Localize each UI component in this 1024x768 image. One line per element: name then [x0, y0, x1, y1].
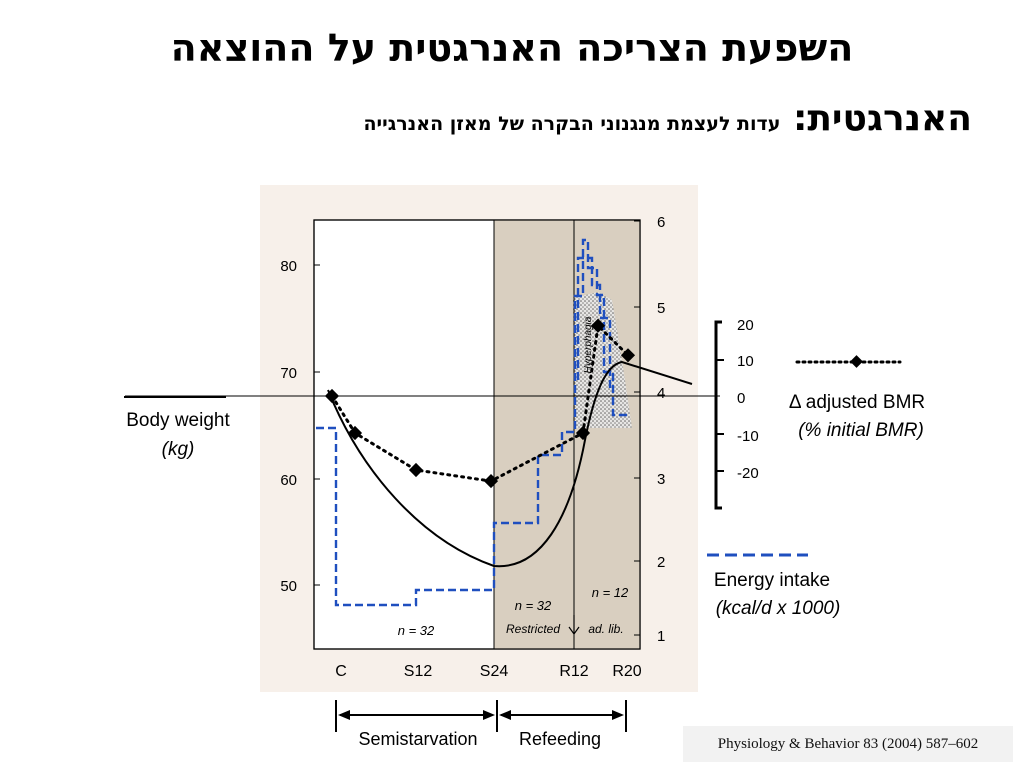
right-tick-3: 3 — [657, 471, 665, 488]
body-weight-curve — [327, 360, 693, 568]
bmr-unit: (% initial BMR) — [798, 420, 924, 441]
bmr-axis: 20 10 0 -10 -20 — [737, 317, 759, 482]
x-tick-c: C — [335, 663, 347, 680]
left-tick-80: 80 — [280, 258, 297, 275]
annotation-n-restricted: n = 32 — [515, 598, 552, 613]
bmr-point-c-plus — [347, 425, 363, 441]
refeed-arrow — [568, 615, 580, 636]
left-axis: 80 70 60 50 — [280, 258, 297, 595]
energy-intake-unit: (kcal/d x 1000) — [716, 598, 841, 619]
bmr-tick-neg20: -20 — [737, 465, 759, 482]
page-title-line2: האנרגטית: עדות לעצמת מנגנוני הבקרה של מא… — [364, 98, 973, 139]
right-tick-5: 5 — [657, 300, 665, 317]
bmr-point-r12 — [575, 425, 591, 441]
right-tick-2: 2 — [657, 554, 665, 571]
right-tick-1: 1 — [657, 628, 665, 645]
left-axis-ticks — [314, 264, 320, 586]
bmr-axis-bracket — [714, 320, 722, 510]
energy-intake-line-2 — [576, 256, 612, 390]
title-main: האנרגטית: — [792, 98, 972, 139]
x-tick-r20: R20 — [612, 663, 641, 680]
bmr-point-c — [324, 388, 340, 404]
phase-bracket — [335, 700, 627, 732]
plot-frame — [313, 219, 641, 650]
bmr-tick-neg10: -10 — [737, 428, 759, 445]
left-tick-50: 50 — [280, 578, 297, 595]
left-tick-70: 70 — [280, 365, 297, 382]
annotation-restricted: Restricted — [506, 622, 560, 636]
right-tick-6: 6 — [657, 214, 665, 231]
right-axis: 6 5 4 3 2 1 — [657, 214, 665, 645]
page-title-line1: השפעת הצריכה האנרגטית על ההוצאה — [170, 26, 854, 70]
bmr-point-r20 — [620, 348, 636, 363]
energy-intake-line — [316, 238, 628, 607]
x-tick-r12: R12 — [559, 663, 588, 680]
bmr-tick-10: 10 — [737, 353, 754, 370]
citation: Physiology & Behavior 83 (2004) 587–602 — [683, 726, 1013, 762]
hyperphagia-area — [573, 292, 632, 428]
bmr-point-s24 — [483, 474, 499, 489]
bmr-tick-0: 0 — [737, 390, 745, 407]
annotation-hyperphagia: Hyperphagia — [583, 316, 594, 373]
bmr-label: Δ adjusted BMR — [789, 392, 925, 413]
bmr-points — [324, 318, 636, 489]
legend-bmr-marker — [850, 355, 863, 368]
annotation-n-semi: n = 32 — [398, 623, 435, 638]
body-weight-label: Body weight — [126, 410, 230, 431]
bmr-point-r16 — [590, 318, 606, 333]
title-subtitle: עדות לעצמת מנגנוני הבקרה של מאזן האנרגיי… — [363, 113, 781, 135]
refeeding-shade — [494, 220, 640, 649]
right-axis-ticks — [634, 220, 640, 636]
energy-intake-label: Energy intake — [714, 570, 830, 591]
bmr-axis-ticks — [716, 359, 724, 472]
phase-label-semistarvation: Semistarvation — [358, 729, 477, 749]
x-tick-s12: S12 — [404, 663, 433, 680]
bmr-tick-20: 20 — [737, 317, 754, 334]
phase-label-refeeding: Refeeding — [519, 729, 601, 749]
x-axis: C S12 S24 R12 R20 — [335, 663, 642, 680]
bmr-point-s12 — [408, 462, 424, 478]
x-tick-s24: S24 — [480, 663, 509, 680]
right-tick-4: 4 — [657, 385, 665, 402]
body-weight-unit: (kg) — [162, 439, 195, 460]
annotation-adlib: ad. lib. — [588, 622, 623, 636]
annotation-n-adlib: n = 12 — [592, 585, 629, 600]
left-tick-60: 60 — [280, 472, 297, 489]
